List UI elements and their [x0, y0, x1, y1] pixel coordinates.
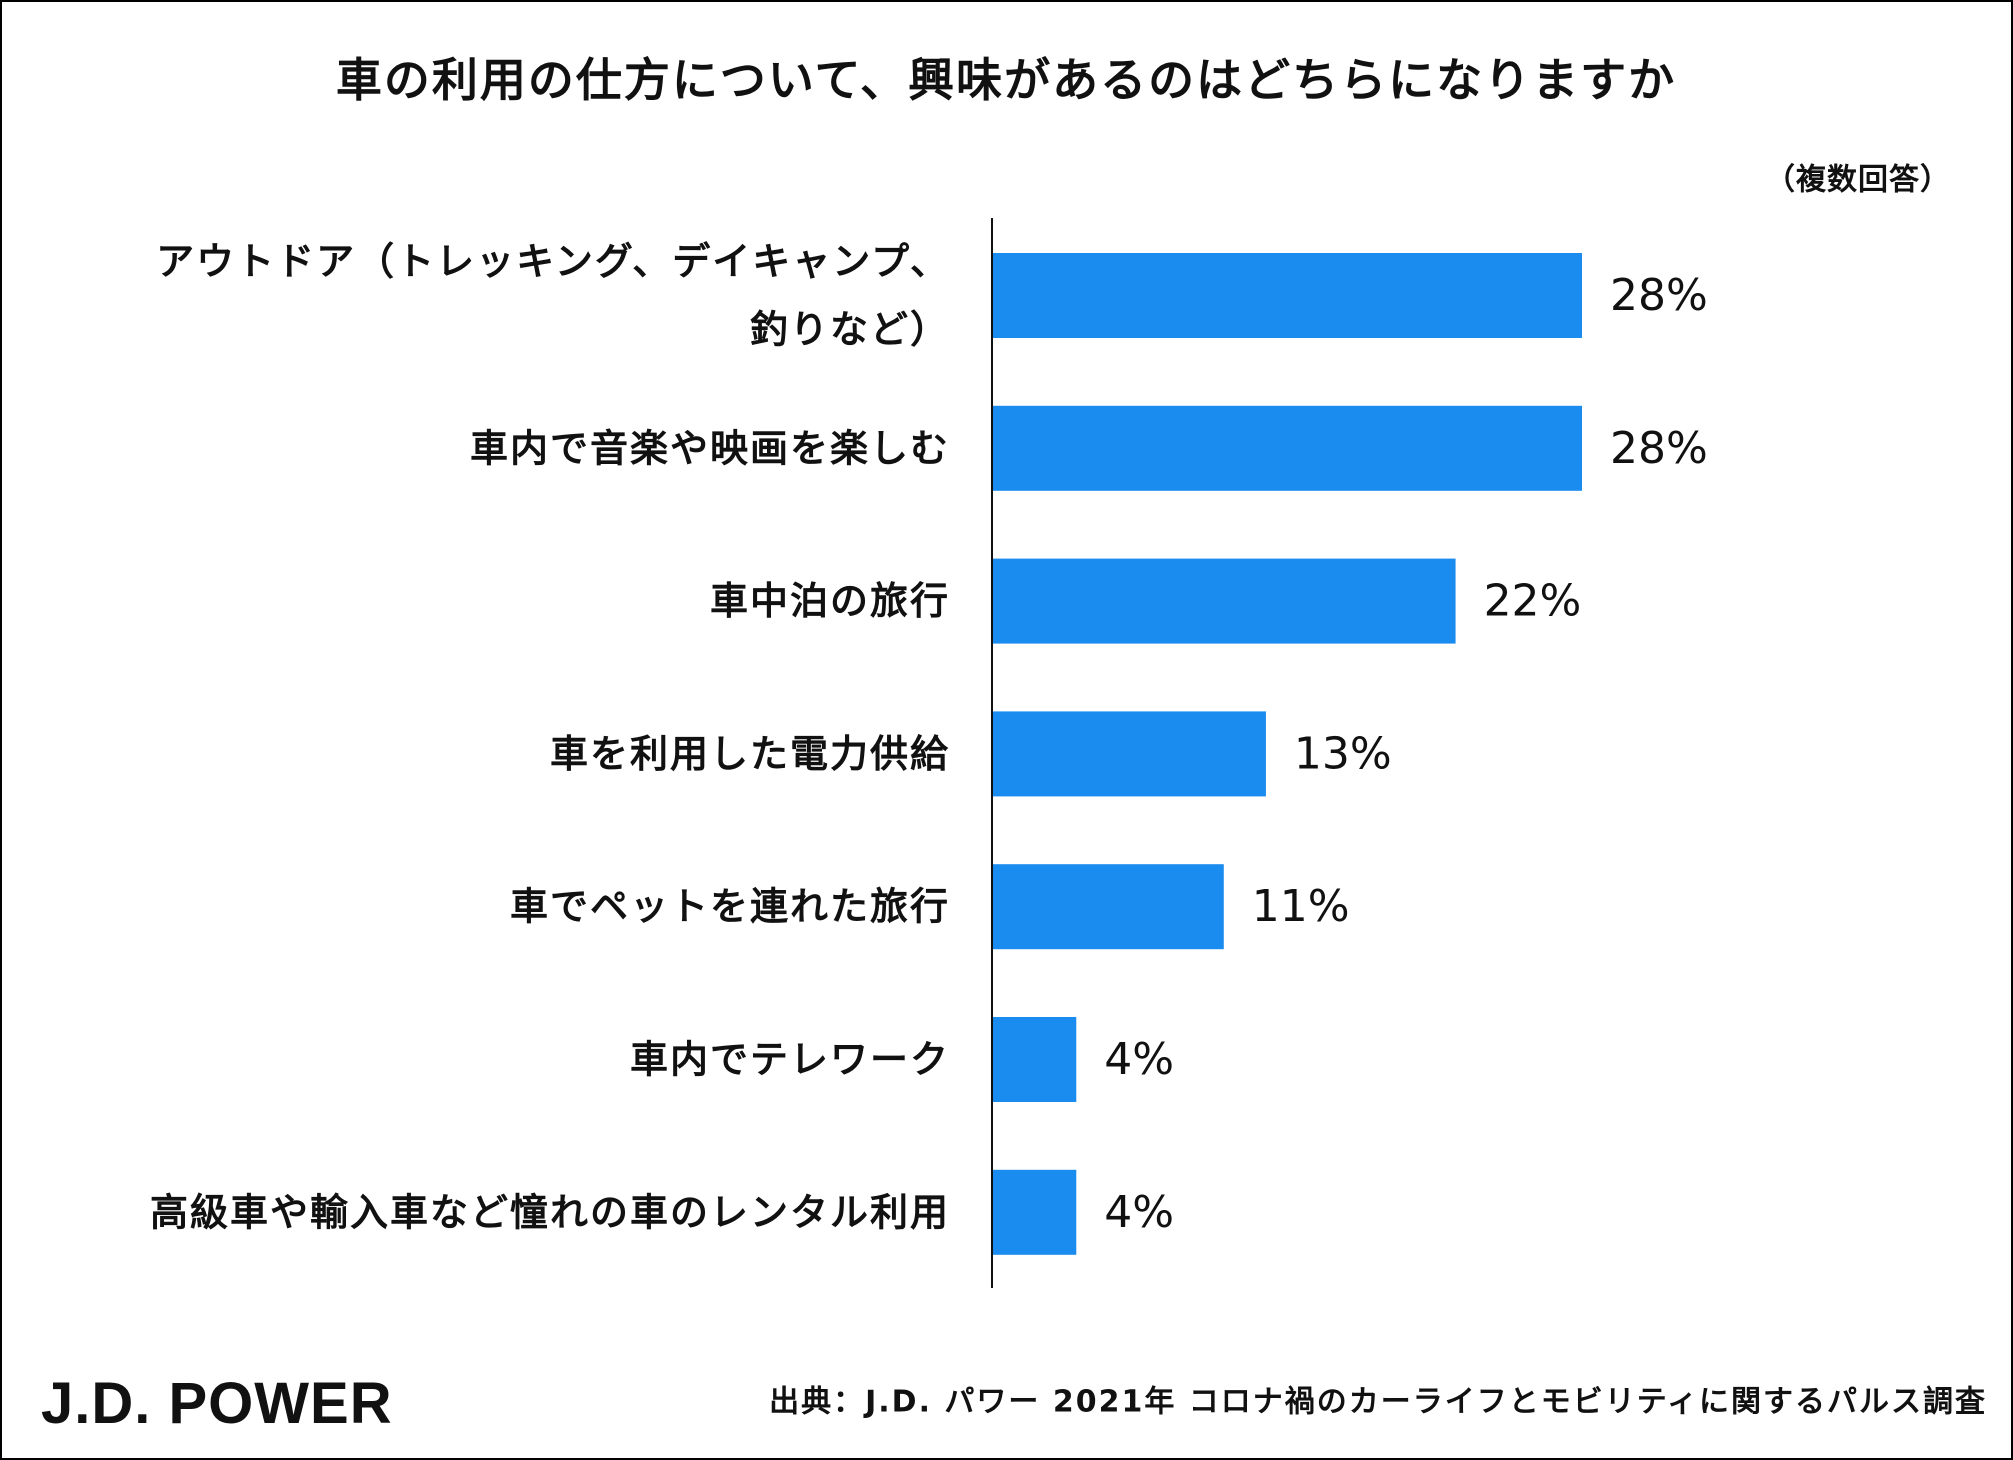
- bar-4: [992, 711, 1266, 797]
- category-label-6: 車内でテレワーク: [630, 1038, 950, 1082]
- category-label-line: アウトドア（トレッキング、デイキャンプ、: [156, 240, 950, 284]
- data-label-4: 13%: [1294, 728, 1392, 779]
- bar-series: [992, 253, 1582, 1255]
- category-label-line: 釣りなど）: [750, 308, 950, 352]
- bar-3: [992, 558, 1456, 644]
- bar-2: [992, 405, 1582, 491]
- data-label-3: 22%: [1484, 576, 1582, 627]
- category-labels: アウトドア（トレッキング、デイキャンプ、釣りなど） 車内で音楽や映画を楽しむ車中泊…: [150, 240, 950, 1235]
- data-label-6: 4%: [1104, 1034, 1174, 1085]
- category-label-line: 車内で音楽や映画を楽しむ: [470, 426, 950, 470]
- multiple-answer-note: （複数回答）: [1765, 163, 1951, 198]
- jd-power-logo: J.D. POWER: [41, 1371, 393, 1436]
- data-label-7: 4%: [1104, 1187, 1174, 1238]
- bar-7: [992, 1169, 1077, 1255]
- category-label-line: 車を利用した電力供給: [550, 732, 950, 776]
- category-label-line: 車でペットを連れた旅行: [510, 885, 950, 929]
- source-citation: 出典：J.D. パワー 2021年 コロナ禍のカーライフとモビリティに関するパル…: [769, 1385, 1987, 1420]
- category-label-1: アウトドア（トレッキング、デイキャンプ、釣りなど）: [156, 240, 950, 352]
- data-label-5: 11%: [1252, 881, 1350, 932]
- data-label-1: 28%: [1610, 270, 1708, 321]
- category-label-3: 車中泊の旅行: [710, 579, 950, 623]
- category-label-4: 車を利用した電力供給: [550, 732, 950, 776]
- category-label-5: 車でペットを連れた旅行: [510, 885, 950, 929]
- category-label-line: 車内でテレワーク: [630, 1038, 950, 1082]
- category-label-2: 車内で音楽や映画を楽しむ: [470, 426, 950, 470]
- data-label-2: 28%: [1610, 423, 1708, 474]
- category-label-7: 高級車や輸入車など憧れの車のレンタル利用: [150, 1190, 950, 1234]
- bar-6: [992, 1017, 1077, 1102]
- category-label-line: 高級車や輸入車など憧れの車のレンタル利用: [150, 1190, 950, 1234]
- bar-5: [992, 864, 1224, 950]
- bar-1: [992, 253, 1582, 338]
- value-labels: 28% 28% 22% 13% 11% 4% 4%: [1104, 270, 1708, 1238]
- chart-title: 車の利用の仕方について、興味があるのはどちらになりますか: [336, 53, 1676, 107]
- category-label-line: 車中泊の旅行: [710, 579, 950, 623]
